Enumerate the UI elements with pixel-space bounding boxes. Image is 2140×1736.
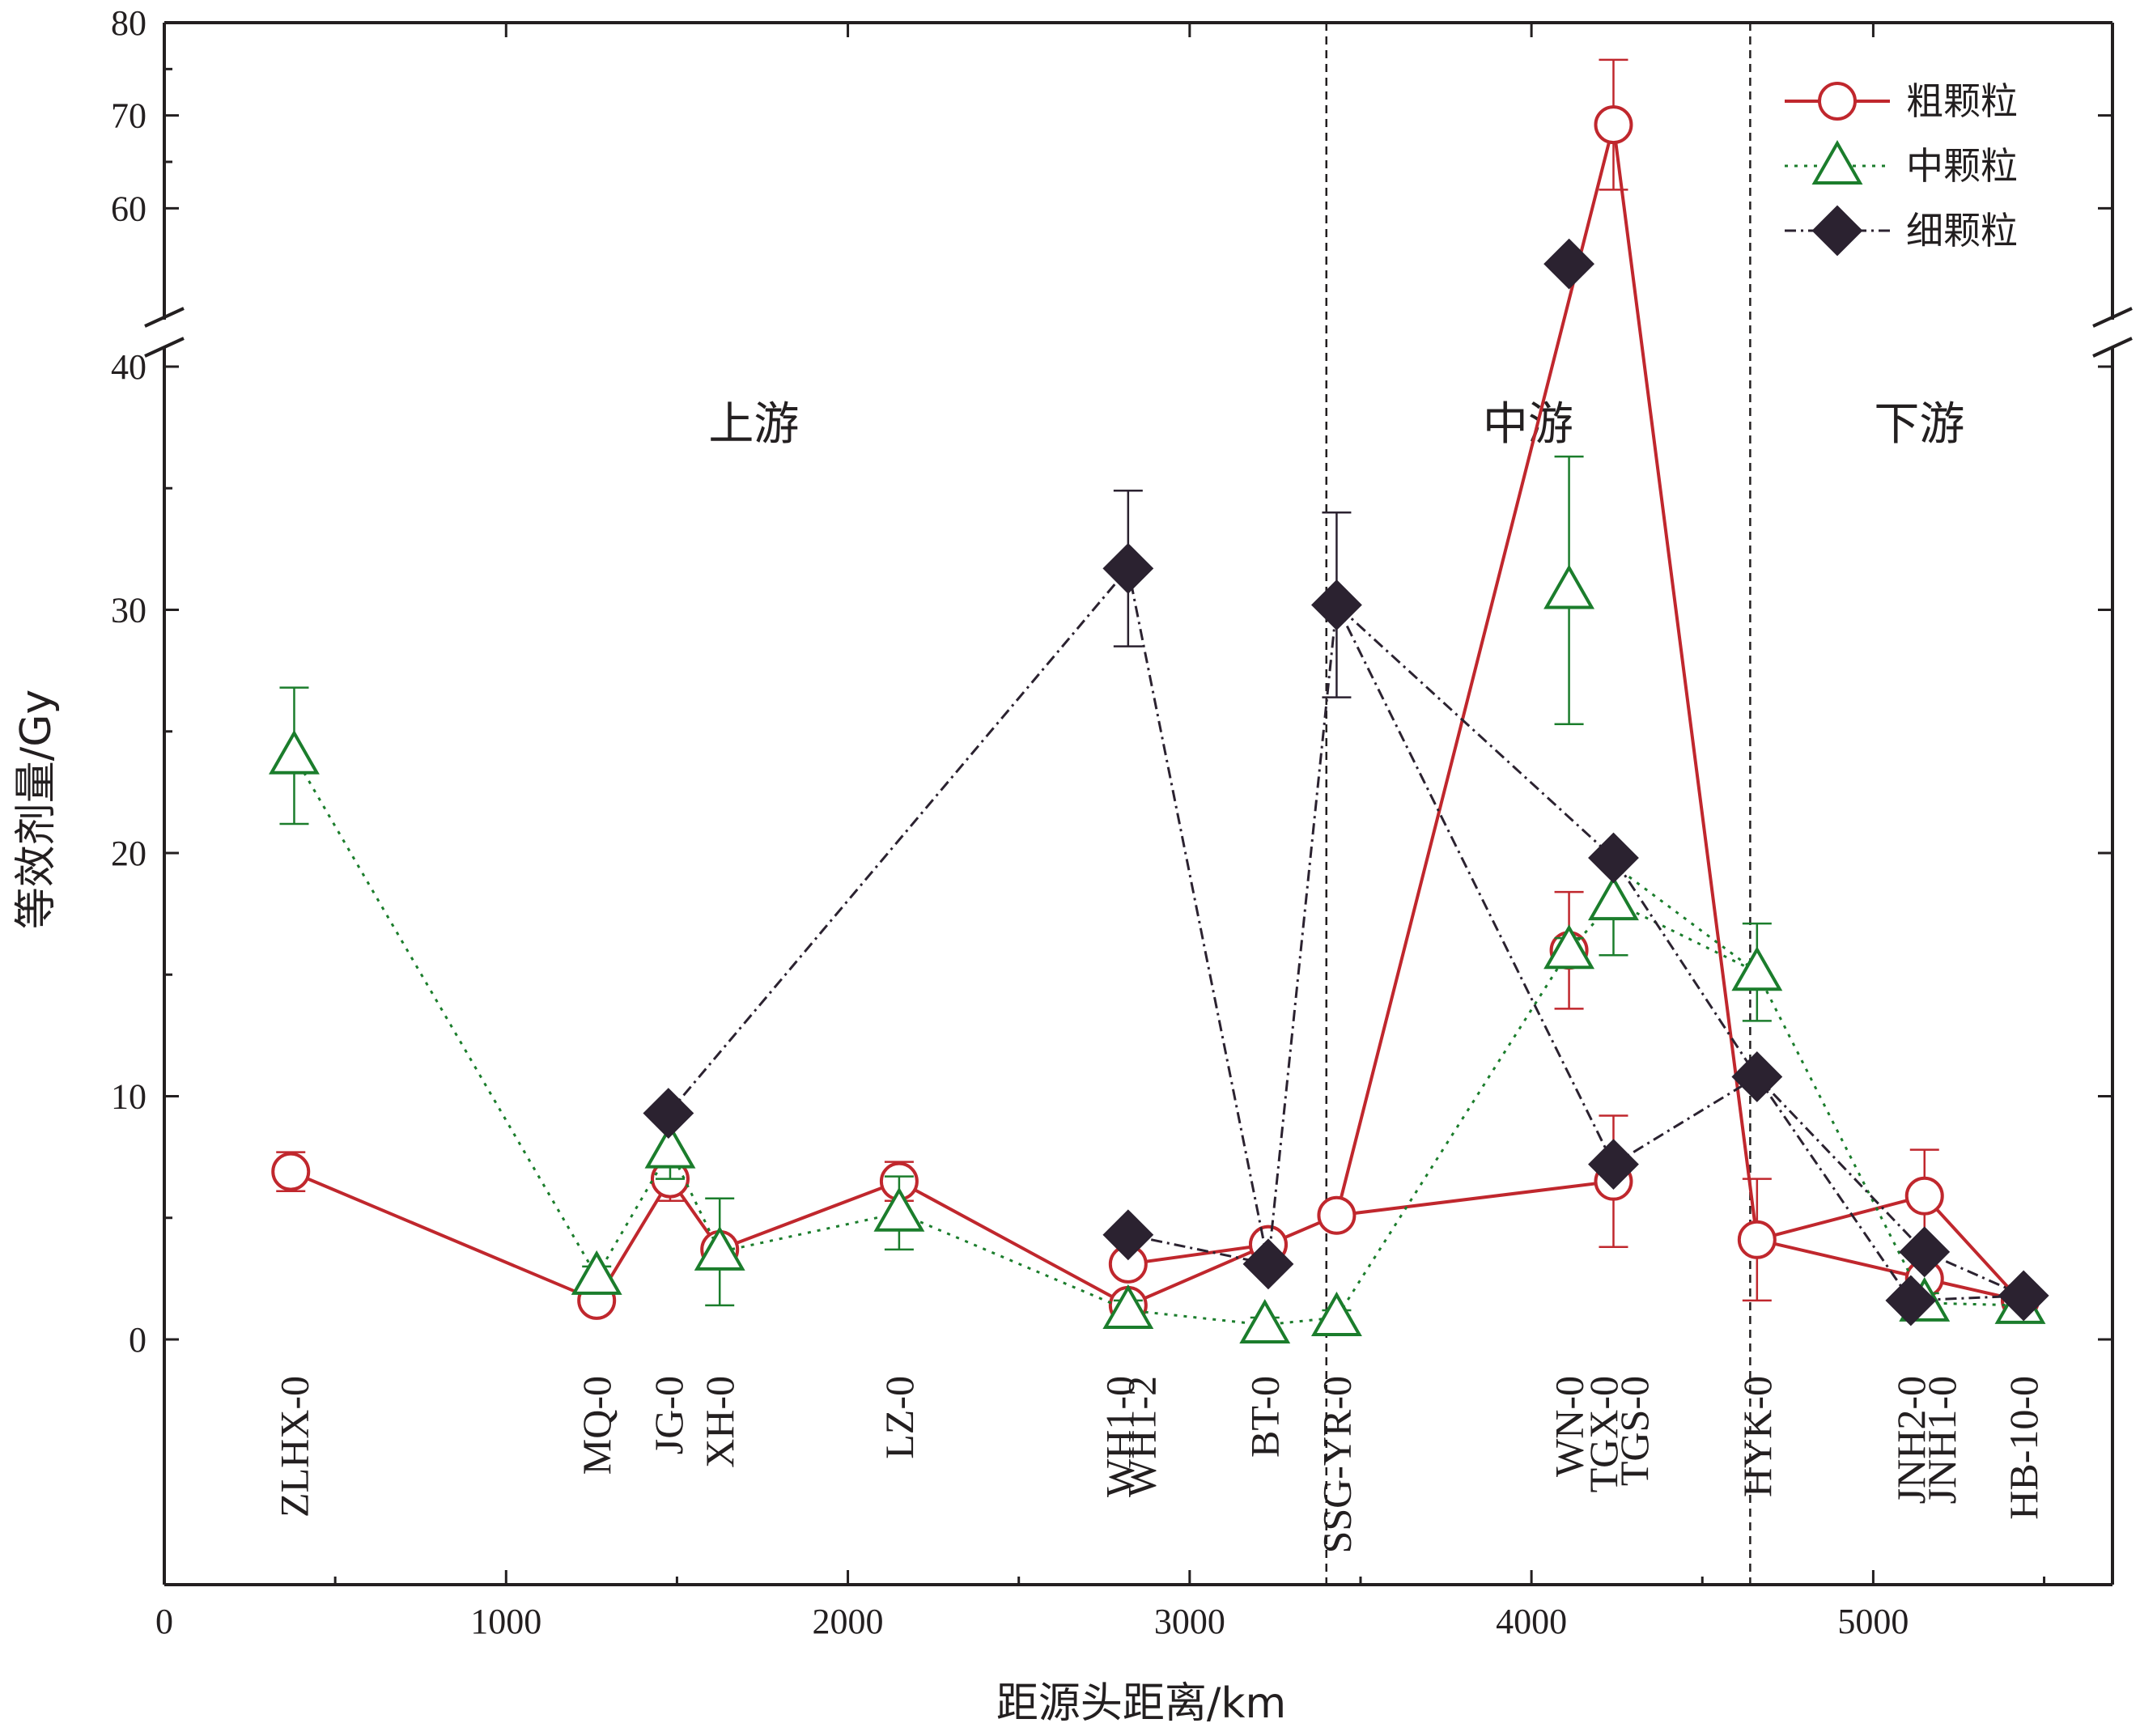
data-point bbox=[1731, 946, 1783, 991]
series-segment bbox=[1612, 1076, 1758, 1165]
y-tick-label: 80 bbox=[111, 3, 146, 43]
station-label: XH-0 bbox=[697, 1376, 742, 1468]
series-line bbox=[290, 124, 2021, 1308]
series-segment bbox=[1127, 1233, 1269, 1266]
data-point bbox=[1899, 1226, 1951, 1278]
y-tick-label: 0 bbox=[129, 1320, 146, 1360]
y-tick-label: 20 bbox=[111, 834, 146, 873]
axes: 0 1000 2000 3000 4000 5000 0 10 20 30 40 60 70 80 bbox=[111, 3, 2112, 1641]
station-label: LZ-0 bbox=[877, 1376, 922, 1459]
station-label: JG-0 bbox=[646, 1376, 691, 1454]
data-point bbox=[1317, 1195, 1357, 1235]
station-label: WH1-2 bbox=[1119, 1376, 1165, 1497]
data-point bbox=[1588, 832, 1639, 884]
x-tick-label: 3000 bbox=[1154, 1602, 1225, 1641]
legend-marker bbox=[1818, 82, 1857, 121]
y-tick-label: 70 bbox=[111, 96, 146, 136]
legend-label: 中颗粒 bbox=[1906, 144, 2018, 188]
region-dividers bbox=[1325, 23, 1751, 1585]
region-labels: 上游 中游 下游 bbox=[708, 398, 1964, 451]
y-tick-label: 60 bbox=[111, 189, 146, 228]
data-point bbox=[694, 1225, 745, 1271]
series-1 bbox=[269, 455, 2046, 1343]
station-label: HYK-0 bbox=[1735, 1376, 1780, 1497]
data-point bbox=[1543, 238, 1594, 290]
legend-marker bbox=[1811, 139, 1863, 185]
axis-break-mark-right-1 bbox=[2092, 307, 2133, 328]
region-label: 下游 bbox=[1874, 398, 1964, 451]
x-tick-label: 1000 bbox=[470, 1602, 541, 1641]
y-tick-label: 10 bbox=[111, 1077, 146, 1117]
station-label: WN-0 bbox=[1547, 1376, 1592, 1477]
data-point bbox=[1311, 579, 1362, 630]
station-label: JNH1-0 bbox=[1919, 1376, 1964, 1504]
station-label: SSG-YR-0 bbox=[1314, 1376, 1359, 1553]
legend-label: 粗颗粒 bbox=[1906, 79, 2018, 123]
region-label: 上游 bbox=[708, 398, 799, 451]
data-point bbox=[1102, 1284, 1154, 1329]
series-segment bbox=[1612, 864, 1758, 974]
data-point bbox=[644, 1123, 696, 1169]
data-point bbox=[873, 1186, 925, 1232]
x-tick-label: 0 bbox=[155, 1602, 173, 1641]
series-segment bbox=[1923, 1195, 2022, 1302]
station-label: BT-0 bbox=[1242, 1376, 1288, 1458]
series-segment bbox=[1336, 1179, 1614, 1217]
series-2 bbox=[643, 238, 2049, 1326]
station-label: ZLHX-0 bbox=[271, 1376, 316, 1517]
data-point bbox=[271, 1152, 311, 1191]
plot-frame bbox=[144, 21, 2133, 1586]
station-label: WH1-0 bbox=[1097, 1376, 1142, 1497]
data-point bbox=[1737, 1220, 1777, 1259]
data-point bbox=[1588, 876, 1639, 921]
data-point bbox=[1543, 564, 1595, 609]
series-layer bbox=[269, 58, 2049, 1343]
region-label: 中游 bbox=[1483, 398, 1573, 451]
data-point bbox=[643, 1088, 694, 1139]
series-0 bbox=[271, 58, 2040, 1325]
x-axis-title: 距源头距离/km bbox=[996, 1679, 1286, 1728]
data-point bbox=[1731, 1051, 1783, 1102]
legend-marker bbox=[1811, 205, 1863, 257]
data-point bbox=[1904, 1176, 1944, 1216]
data-point bbox=[1543, 924, 1595, 970]
data-point bbox=[1310, 1291, 1362, 1336]
axis-break-mark-left-1 bbox=[144, 307, 185, 328]
data-point bbox=[1594, 105, 1633, 145]
x-tick-label: 2000 bbox=[813, 1602, 884, 1641]
station-label: JNH2-0 bbox=[1888, 1376, 1934, 1504]
data-point bbox=[1242, 1238, 1294, 1290]
station-label: HB-10-0 bbox=[2001, 1376, 2046, 1520]
series-segment bbox=[1756, 1194, 1926, 1242]
data-point bbox=[1885, 1275, 1937, 1326]
data-point bbox=[1102, 543, 1154, 594]
y-axis-title: 等效剂量/Gy bbox=[12, 690, 61, 930]
legend-label: 细颗粒 bbox=[1906, 209, 2018, 253]
x-tick-label: 4000 bbox=[1496, 1602, 1567, 1641]
series-line bbox=[667, 566, 2024, 1302]
y-tick-label: 40 bbox=[111, 347, 146, 387]
station-label: TGS-0 bbox=[1611, 1376, 1657, 1486]
axis-break-mark-left-2 bbox=[144, 337, 185, 358]
data-point bbox=[1588, 1139, 1639, 1191]
station-label: TGX-0 bbox=[1581, 1376, 1626, 1492]
axis-break-mark-right-2 bbox=[2092, 337, 2133, 358]
data-point bbox=[269, 729, 320, 775]
series-segment bbox=[1335, 604, 1615, 1165]
data-point bbox=[1239, 1298, 1291, 1343]
station-label: MQ-0 bbox=[574, 1376, 619, 1475]
data-point bbox=[1102, 1209, 1154, 1261]
series-segment bbox=[1756, 1076, 1926, 1253]
data-point bbox=[1998, 1270, 2049, 1322]
data-point bbox=[571, 1250, 622, 1295]
x-tick-label: 5000 bbox=[1837, 1602, 1909, 1641]
y-tick-label: 30 bbox=[111, 591, 146, 630]
